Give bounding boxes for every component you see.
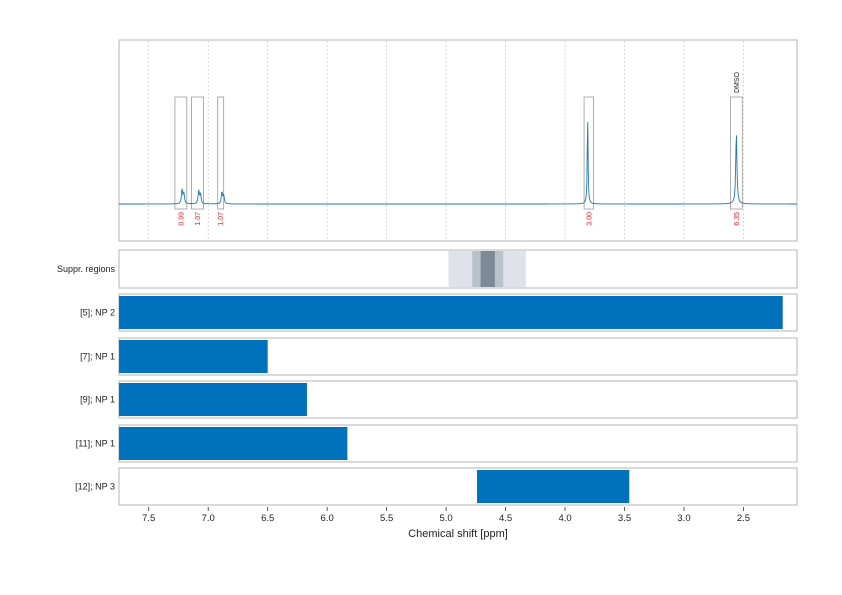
x-tick-label: 7.5 [142, 513, 155, 524]
spectrum-line [119, 122, 797, 205]
range-bar [119, 296, 783, 329]
range-bar-panels: [5]; NP 2 [7]; NP 1 [9]; NP 1 [11]; NP 1 [12… [75, 293, 798, 506]
integration-box [174, 96, 188, 210]
spectrum-frame [118, 39, 798, 242]
suppressed-band [480, 251, 495, 287]
integration-regions: 0.99 1.07 1.07 3.00 6.35 DMSO [174, 71, 743, 226]
x-tick-label: 4.0 [558, 513, 571, 524]
x-tick-label: 5.0 [439, 513, 452, 524]
spectrum-panel: 0.99 1.07 1.07 3.00 6.35 DMSO [118, 39, 798, 242]
integration-label: 1.07 [218, 212, 225, 226]
x-axis: 7.5 7.0 6.5 6.0 5.5 5.0 4.5 4.0 3.5 3.0 2.5 [142, 507, 750, 524]
range-bar-label: [7]; NP 1 [80, 352, 115, 362]
x-tick-label: 7.0 [202, 513, 215, 524]
integration-box [191, 96, 204, 210]
range-bar [477, 470, 630, 503]
suppressed-regions-label: Suppr. regions [57, 264, 116, 274]
integration-box [729, 96, 743, 210]
integration-label: 1.07 [195, 212, 202, 226]
x-tick-label: 6.5 [261, 513, 274, 524]
range-bar-label: [5]; NP 2 [80, 308, 115, 318]
suppressed-regions-panel: Suppr. regions [57, 249, 798, 289]
integration-label: 0.99 [178, 212, 185, 226]
x-tick-label: 2.5 [737, 513, 750, 524]
solvent-annotation: DMSO [734, 71, 741, 93]
x-tick-label: 3.0 [677, 513, 690, 524]
grid-lines [148, 41, 744, 240]
integration-label: 3.00 [586, 212, 593, 226]
integration-box [583, 96, 595, 210]
range-bar [119, 383, 307, 416]
range-bar-frame [118, 467, 798, 506]
range-bar-label: [9]; NP 1 [80, 395, 115, 405]
range-bar [119, 427, 348, 460]
x-tick-label: 5.5 [380, 513, 393, 524]
x-axis-label: Chemical shift [ppm] [408, 528, 508, 540]
range-bar-label: [11]; NP 1 [76, 439, 115, 449]
x-tick-label: 3.5 [618, 513, 631, 524]
x-tick-label: 4.5 [499, 513, 512, 524]
integration-box [217, 96, 225, 210]
range-bar [119, 340, 268, 373]
x-tick-label: 6.0 [321, 513, 334, 524]
range-bar-label: [12]; NP 3 [75, 482, 115, 492]
integration-label: 6.35 [734, 212, 741, 226]
